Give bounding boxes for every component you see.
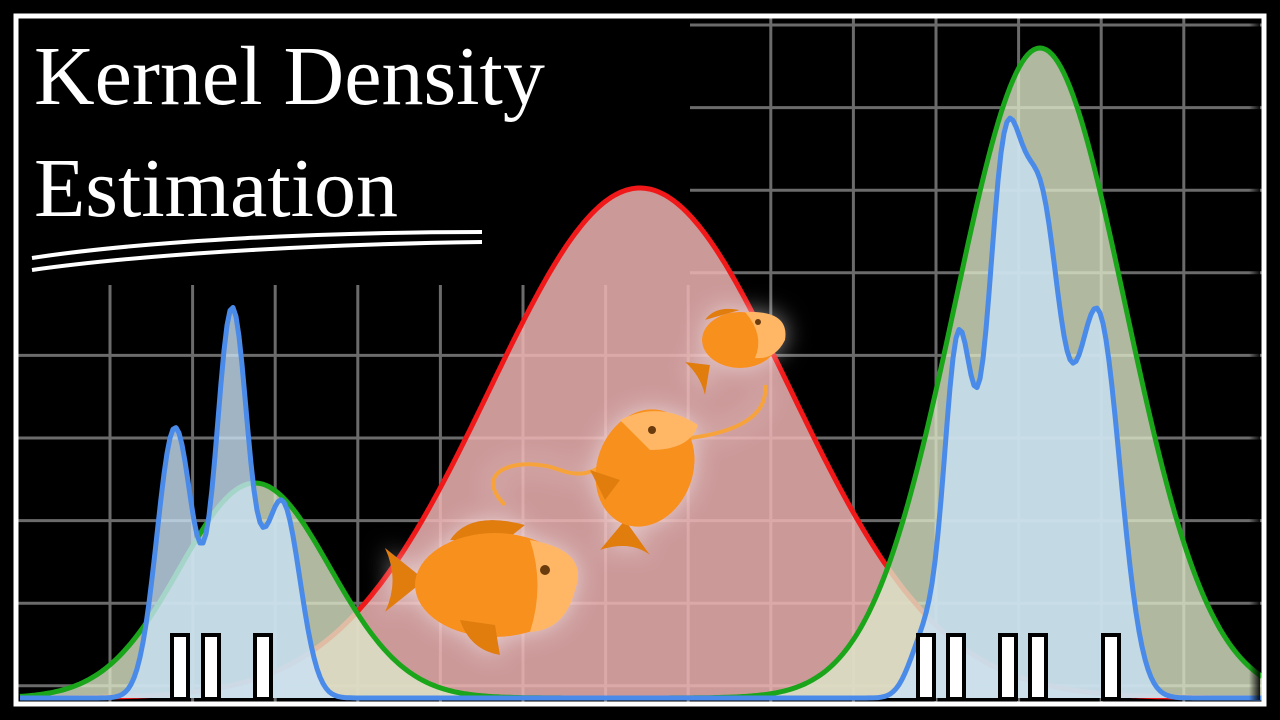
rug-bar — [946, 633, 966, 701]
title-line: Kernel Density — [34, 30, 545, 123]
rug — [170, 633, 1121, 701]
fish-eye — [755, 319, 761, 325]
fish-small — [685, 308, 786, 395]
fish-tail — [385, 548, 425, 612]
underline — [31, 240, 483, 272]
frame — [13, 13, 1267, 707]
fish-group — [385, 308, 786, 655]
rug-bar — [201, 633, 221, 701]
fish-medium — [590, 409, 698, 555]
fish-head — [530, 540, 578, 632]
fish-fin — [460, 620, 500, 655]
rug-bar — [170, 633, 190, 701]
rug-bar — [1028, 633, 1048, 701]
rug-bar — [916, 633, 936, 701]
fish-fin — [590, 470, 620, 500]
fish-tail — [685, 362, 710, 395]
rug-bar — [1101, 633, 1121, 701]
blue-curve — [20, 115, 1262, 701]
fish-eye — [648, 426, 656, 434]
edge-fade — [1150, 20, 1260, 700]
blue-curve-fill — [20, 118, 1262, 699]
fish-fin — [705, 308, 740, 320]
rug-bar — [253, 633, 273, 701]
title-line: Estimation — [34, 142, 398, 235]
fish-head — [620, 411, 698, 450]
fish-large — [385, 520, 578, 655]
rug-bar — [998, 633, 1018, 701]
fish-eye — [540, 565, 550, 575]
fish-head — [745, 311, 786, 359]
underline — [31, 230, 483, 260]
fish-tail — [600, 520, 650, 555]
